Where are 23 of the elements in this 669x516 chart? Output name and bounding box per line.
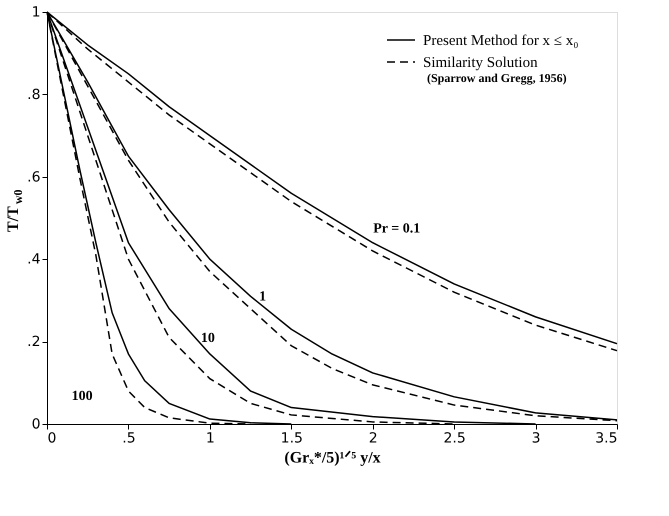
x-tick-label: 2.5 bbox=[444, 430, 466, 446]
annotation: (Sparrow and Gregg, 1956) bbox=[427, 71, 567, 85]
x-tick-label: 1 bbox=[206, 430, 215, 446]
x-tick-label: 1.5 bbox=[280, 430, 303, 446]
x-tick-label: .5 bbox=[122, 430, 136, 446]
annotation: 100 bbox=[72, 388, 93, 404]
annotation: Pr = 0.1 bbox=[373, 222, 420, 237]
y-tick-label: .8 bbox=[27, 86, 40, 103]
annotation: 1 bbox=[259, 289, 266, 304]
legend-label: Present Method for x ≤ x₀ bbox=[423, 33, 579, 49]
x-tick-label: 2 bbox=[368, 430, 378, 446]
y-tick-label: 1 bbox=[32, 4, 40, 20]
x-axis-title: (Grₓ*/5)¹ᐟ⁵ y/x bbox=[284, 450, 381, 466]
x-tick-label: 0 bbox=[48, 430, 56, 446]
x-tick-label: 3 bbox=[532, 430, 541, 446]
y-tick-label: .6 bbox=[27, 169, 41, 186]
y-tick-label: 0 bbox=[32, 416, 40, 432]
y-axis-title: T/Tw0 bbox=[5, 189, 25, 232]
x-tick-label: 3.5 bbox=[595, 430, 618, 446]
y-tick-label: .2 bbox=[27, 334, 40, 350]
y-tick-label: .4 bbox=[27, 252, 41, 268]
legend-label: Similarity Solution bbox=[423, 55, 538, 71]
annotation: 10 bbox=[200, 330, 215, 346]
